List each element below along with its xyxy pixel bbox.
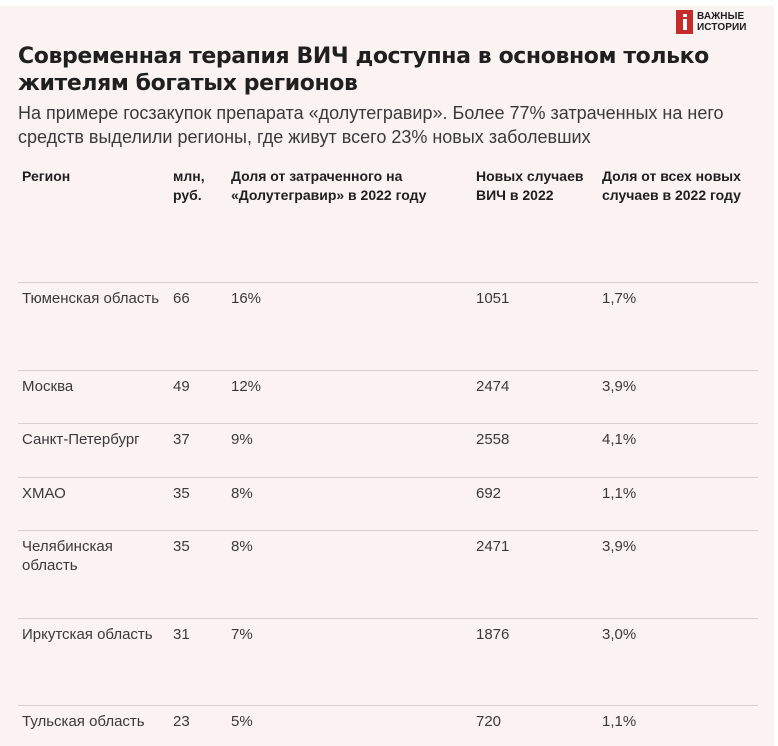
table-cell-spending-share: 8% [227, 530, 472, 619]
table-cell-spending-share: 12% [227, 370, 472, 424]
data-table: Регион млн, руб. Доля от затраченного на… [18, 161, 758, 746]
table-cell-region: Челябинская область [18, 530, 169, 619]
table-cell-region: Иркутская область [18, 618, 169, 706]
table-cell-region: Тульская область [18, 705, 169, 746]
table-cell-spending-share: 7% [227, 618, 472, 706]
table-cell-new-cases: 1876 [472, 618, 598, 706]
table-cell-new-cases: 1051 [472, 282, 598, 371]
header-new-cases: Новых случаев ВИЧ в 2022 [476, 168, 584, 203]
chart-title: Современная терапия ВИЧ доступна в основ… [18, 44, 709, 96]
table-cell-spending-share: 9% [227, 423, 472, 478]
table-cell-amount: 31 [169, 618, 227, 706]
table-cell-cases-share: 1,1% [598, 477, 758, 531]
table-row: Тюменская область 66 16% 1051 1,7% [18, 282, 758, 371]
header-spending-share: Доля от затраченного на «Долутегравир» в… [231, 168, 427, 203]
table-cell-cases-share: 3,9% [598, 370, 758, 424]
header-region: Регион [22, 168, 71, 184]
table-cell-region: Санкт-Петербург [18, 423, 169, 478]
table-cell-spending-share: 5% [227, 705, 472, 746]
chart-subtitle: На примере госзакупок препарата «долутег… [18, 103, 724, 147]
table-cell-spending-share: 16% [227, 282, 472, 371]
table-cell-amount: 35 [169, 530, 227, 619]
brand-logo[interactable]: ВАЖНЫЕ ИСТОРИИ [676, 10, 747, 34]
table-row: Москва 49 12% 2474 3,9% [18, 370, 758, 424]
table-cell-new-cases: 720 [472, 705, 598, 746]
table-cell-amount: 66 [169, 282, 227, 371]
brand-logo-icon [676, 10, 693, 34]
table-cell-new-cases: 692 [472, 477, 598, 531]
brand-logo-text: ВАЖНЫЕ ИСТОРИИ [697, 11, 747, 33]
table-row: Иркутская область 31 7% 1876 3,0% [18, 618, 758, 706]
table-cell-amount: 37 [169, 423, 227, 478]
table-cell-new-cases: 2474 [472, 370, 598, 424]
table-cell-region: Москва [18, 370, 169, 424]
brand-logo-line2: ИСТОРИИ [697, 22, 747, 33]
table-row: Челябинская область 35 8% 2471 3,9% [18, 530, 758, 619]
header-amount: млн, руб. [173, 168, 205, 203]
table-cell-region: Тюменская область [18, 282, 169, 371]
table-cell-spending-share: 8% [227, 477, 472, 531]
table-cell-cases-share: 4,1% [598, 423, 758, 478]
table-cell-amount: 23 [169, 705, 227, 746]
table-cell-new-cases: 2471 [472, 530, 598, 619]
table-cell-new-cases: 2558 [472, 423, 598, 478]
header-cases-share: Доля от всех новых случаев в 2022 году [602, 168, 741, 203]
table-row: ХМАО 35 8% 692 1,1% [18, 477, 758, 531]
table-cell-amount: 35 [169, 477, 227, 531]
table-cell-region: ХМАО [18, 477, 169, 531]
table-cell-cases-share: 1,7% [598, 282, 758, 371]
table-header-row: Регион млн, руб. Доля от затраченного на… [18, 161, 758, 283]
table-row: Санкт-Петербург 37 9% 2558 4,1% [18, 423, 758, 478]
table-cell-cases-share: 1,1% [598, 705, 758, 746]
table-cell-amount: 49 [169, 370, 227, 424]
table-cell-cases-share: 3,0% [598, 618, 758, 706]
table-cell-cases-share: 3,9% [598, 530, 758, 619]
chart-card: ВАЖНЫЕ ИСТОРИИ Современная терапия ВИЧ д… [0, 6, 774, 746]
table-row: Тульская область 23 5% 720 1,1% [18, 705, 758, 746]
brand-logo-line1: ВАЖНЫЕ [697, 11, 745, 22]
